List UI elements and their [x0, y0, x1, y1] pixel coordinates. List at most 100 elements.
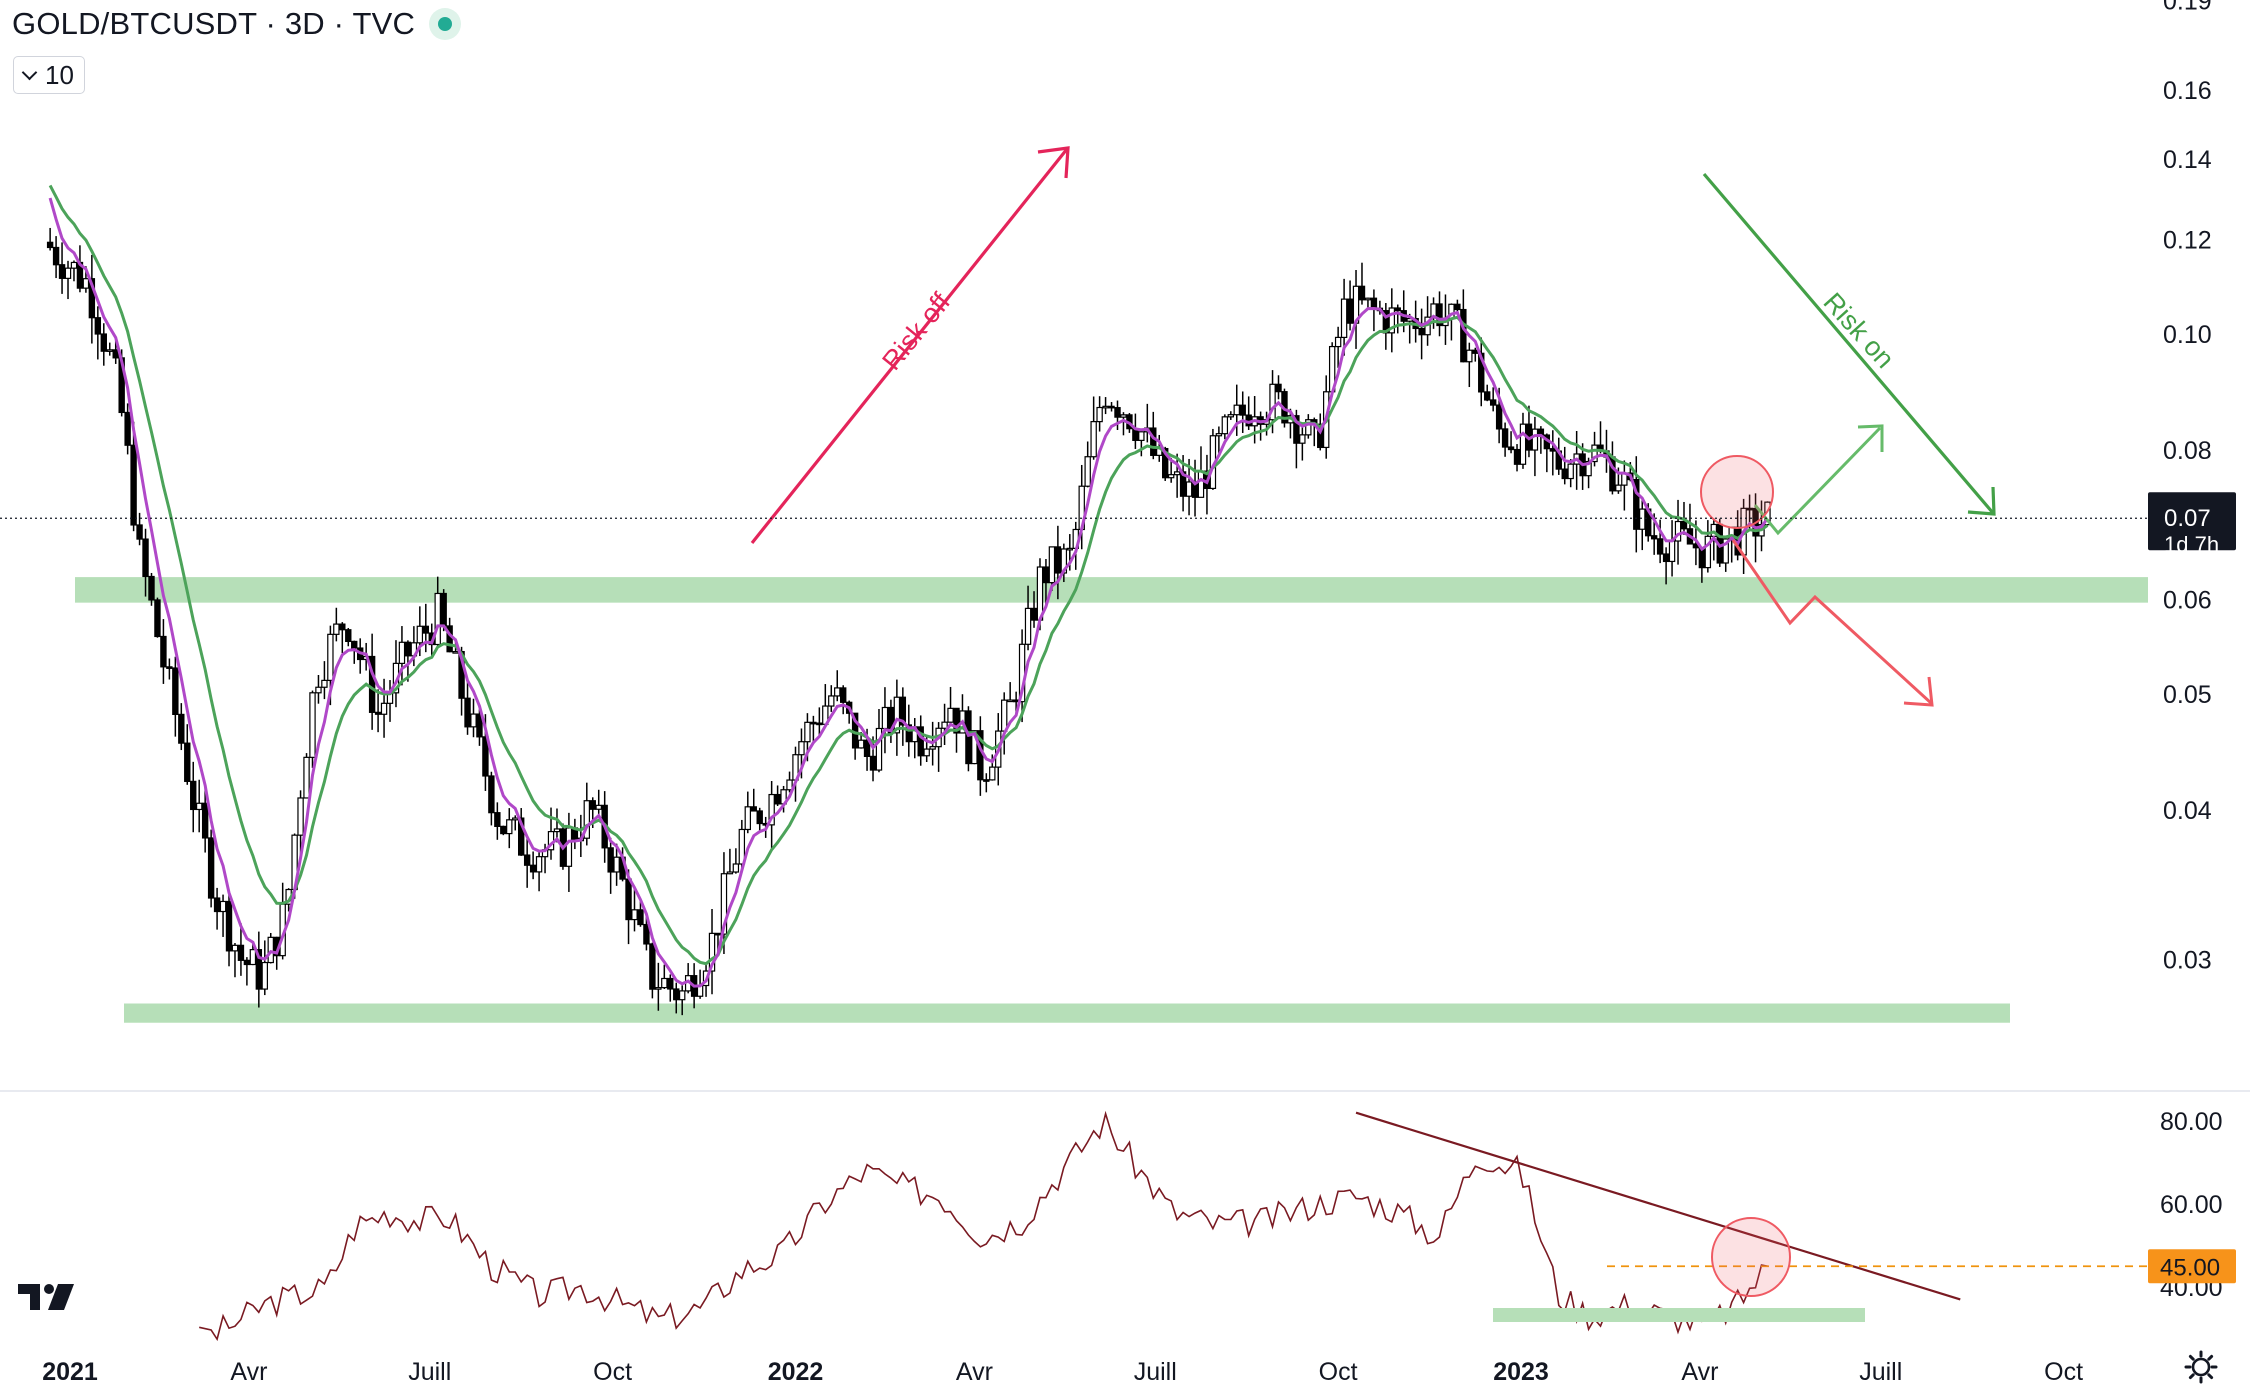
candle-body [255, 949, 263, 990]
candle-body [1120, 414, 1127, 418]
candle-body [1108, 405, 1115, 409]
candle-body [1484, 391, 1491, 401]
candle-body [679, 990, 686, 1001]
candle-body [1299, 434, 1306, 444]
price-axis-tick: 0.14 [2163, 146, 2212, 174]
candle-body [655, 987, 662, 990]
candle-body [1466, 349, 1473, 363]
candle-body [82, 278, 90, 289]
candle-body [231, 944, 239, 952]
candle-body [1239, 404, 1246, 416]
candle-body [768, 793, 775, 826]
candle-body [1615, 484, 1622, 492]
candle-body [810, 721, 817, 725]
candle-body [219, 900, 227, 913]
price-axis-tick: 0.12 [2163, 226, 2212, 254]
candle-body [941, 721, 948, 729]
candle-body [1633, 478, 1640, 530]
candle-body [732, 863, 740, 873]
candle-body [1746, 507, 1753, 511]
ema-fast-line [48, 197, 1769, 988]
rsi-panel [199, 1110, 2148, 1342]
candle-body [345, 629, 352, 643]
candle-body [380, 702, 388, 715]
candle-body [953, 707, 960, 734]
candle-body [190, 780, 197, 811]
moving-averages [48, 184, 1769, 988]
candle-body [1269, 383, 1276, 421]
candle-body [130, 444, 137, 526]
candle-body [1591, 444, 1598, 463]
candle-body [553, 828, 561, 833]
candle-body [1704, 535, 1712, 569]
chart-header: GOLD/BTCUSDT · 3D · TVC [12, 6, 462, 42]
candle-body [1513, 448, 1521, 465]
candle-body [893, 696, 901, 734]
candle-body [535, 856, 543, 873]
candle-body [1114, 407, 1121, 418]
candle-body [1436, 303, 1443, 327]
price-axis-tick: 0.06 [2163, 586, 2212, 614]
candle-body [1501, 428, 1509, 448]
candle-body [756, 810, 763, 825]
candle-body [94, 317, 102, 335]
rsi-highlight-circle [1711, 1217, 1791, 1297]
price-axis-tick: 0.10 [2163, 321, 2212, 349]
price-zone-2 [124, 1003, 2010, 1023]
symbol-title[interactable]: GOLD/BTCUSDT · 3D · TVC [12, 6, 416, 41]
candle-body [595, 804, 602, 810]
candle-body [1048, 546, 1056, 584]
price-axis-tick: 0.05 [2163, 681, 2212, 709]
candle-body [881, 706, 889, 730]
candle-body [1084, 456, 1091, 487]
candle-body [1030, 607, 1038, 621]
candle-body [237, 944, 245, 961]
candle-body [1495, 404, 1503, 430]
candle-body [416, 625, 424, 644]
price-axis-tick: 0.08 [2163, 437, 2212, 465]
candle-body [303, 756, 310, 799]
candle-body [637, 909, 644, 926]
risk-on-label: Risk on [1818, 287, 1901, 374]
candle-body [368, 655, 376, 713]
candle-body [1317, 423, 1324, 449]
candle-body [1639, 508, 1646, 530]
candle-body [1001, 699, 1008, 732]
candle-body [404, 641, 412, 657]
candle-body [1519, 423, 1527, 465]
candle-body [70, 261, 78, 269]
candle-body [750, 806, 757, 812]
candle-body [112, 349, 119, 359]
candle-body [482, 736, 489, 777]
candle-body [804, 721, 811, 743]
settings-gear-icon[interactable] [2184, 1350, 2218, 1384]
candle-body [1388, 307, 1396, 334]
candle-body [207, 837, 215, 899]
candle-body [249, 949, 257, 966]
candle-body [88, 278, 96, 319]
rsi-value-badge [2148, 1249, 2236, 1284]
indicators-toggle-button[interactable]: 10 [13, 56, 85, 94]
candle-body [321, 679, 328, 688]
risk-off-arrowhead [1037, 146, 1070, 179]
candle-body [1162, 447, 1169, 479]
candle-body [1221, 416, 1229, 435]
candle-body [184, 742, 191, 782]
risk-on-arrowhead [1967, 486, 1996, 516]
time-axis-tick: Oct [2044, 1358, 2083, 1386]
candle-body [1293, 415, 1300, 444]
candle-body [1066, 547, 1073, 551]
candle-body [1197, 470, 1205, 498]
time-axis-tick: Avr [230, 1358, 267, 1386]
candle-body [148, 575, 155, 601]
candle-body [1489, 399, 1497, 406]
time-axis-tick: Juill [1859, 1358, 1902, 1386]
candle-body [1722, 538, 1729, 564]
market-status-icon[interactable] [429, 8, 462, 40]
candle-body [1006, 699, 1014, 703]
candle-body [1358, 285, 1366, 301]
tradingview-logo-icon[interactable] [18, 1280, 80, 1316]
candle-body [261, 961, 268, 990]
candle-body [1102, 405, 1109, 409]
